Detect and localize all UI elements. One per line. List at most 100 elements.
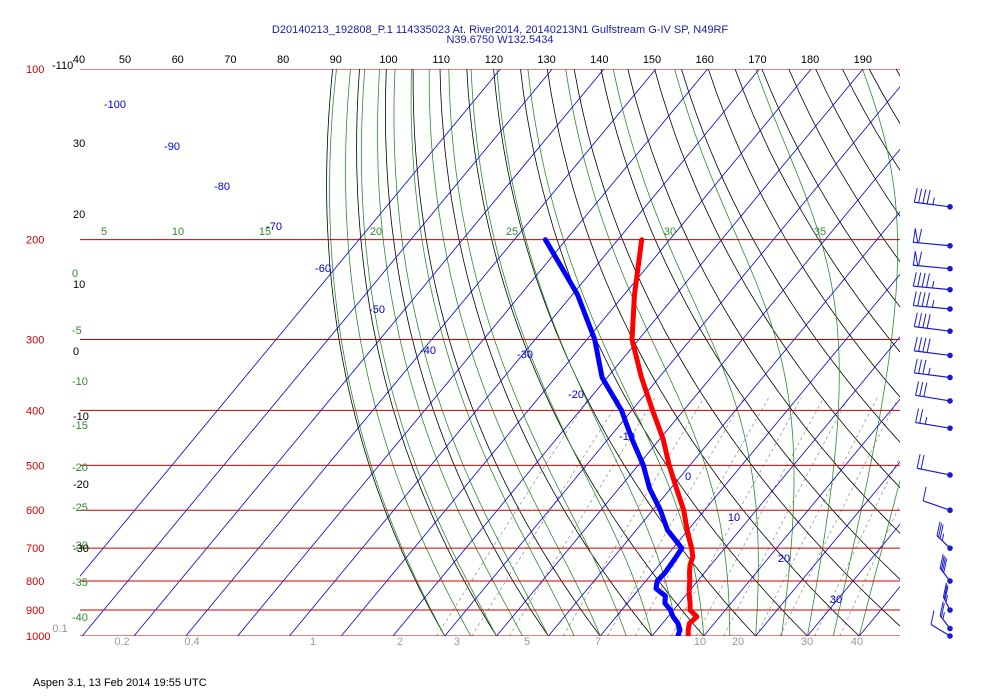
wind-barb-dot bbox=[947, 242, 953, 249]
mixing-ratio-label: 30 bbox=[801, 636, 813, 648]
isotherm-line bbox=[392, 69, 864, 636]
footer-info: Aspen 3.1, 13 Feb 2014 19:55 UTC bbox=[33, 677, 207, 689]
wind-barb-full bbox=[918, 188, 923, 203]
left-theta-label: -20 bbox=[73, 479, 89, 491]
wind-barb-full bbox=[915, 381, 920, 396]
dry-adiabat-line bbox=[326, 69, 446, 636]
wind-barb-full bbox=[926, 189, 931, 204]
isotherm-label: -90 bbox=[164, 141, 180, 153]
chart-subtitle: N39.6750 W132.5434 bbox=[446, 34, 554, 46]
moist-adiabat-line bbox=[565, 69, 731, 636]
dry-adiabat-line bbox=[842, 69, 900, 171]
wind-barb-full bbox=[922, 313, 927, 328]
moist-adiabat-line bbox=[674, 69, 795, 636]
dry-adiabat-line bbox=[895, 69, 900, 77]
wind-barb-staff bbox=[930, 623, 951, 637]
left-theta-e-label: -35 bbox=[72, 577, 88, 589]
wind-barb-full bbox=[913, 358, 918, 374]
top-axis-tick-label: 170 bbox=[748, 54, 766, 66]
wind-barb-full bbox=[921, 272, 926, 288]
top-axis-tick-label: 130 bbox=[537, 54, 555, 66]
moist-adiabat-line bbox=[755, 69, 840, 636]
left-theta-e-label: -25 bbox=[72, 502, 88, 514]
wind-barb-full bbox=[940, 603, 945, 618]
wind-barb-dot bbox=[947, 625, 953, 632]
dry-adiabat-line bbox=[546, 69, 860, 636]
wind-barb-full bbox=[922, 486, 927, 501]
pressure-tick-label: 800 bbox=[26, 576, 44, 588]
wind-barb-full bbox=[942, 557, 947, 572]
wind-barb-full bbox=[913, 336, 918, 351]
top-axis-tick-label: -110 bbox=[52, 60, 73, 72]
left-theta-e-label: -30 bbox=[72, 540, 88, 552]
mixing-ratio-line bbox=[814, 455, 900, 636]
wind-barb-full bbox=[918, 359, 923, 374]
mixing-ratio-line bbox=[509, 397, 656, 636]
wind-barb bbox=[930, 610, 953, 639]
isotherm-line bbox=[185, 69, 657, 636]
wind-barb bbox=[922, 486, 953, 514]
wind-barb bbox=[939, 554, 953, 584]
wind-barb-full bbox=[926, 273, 930, 288]
wind-barb-staff bbox=[913, 264, 951, 270]
wind-barb-staff bbox=[922, 500, 951, 511]
wind-barb-full bbox=[921, 292, 926, 307]
isotherm-line bbox=[133, 69, 605, 636]
wind-barb-half bbox=[942, 612, 945, 620]
moist-adiabat-label: 20 bbox=[370, 226, 382, 238]
isotherm-line bbox=[237, 69, 708, 636]
top-axis-tick-label: 50 bbox=[119, 54, 131, 66]
wind-barb-full bbox=[922, 189, 927, 204]
wind-barb-dot bbox=[947, 545, 953, 551]
wind-barb-half bbox=[924, 417, 928, 425]
isotherm-label: -100 bbox=[104, 99, 126, 111]
wind-barb-full bbox=[936, 521, 941, 536]
top-axis-tick-label: 110 bbox=[432, 54, 450, 66]
wind-barb-full bbox=[913, 188, 918, 203]
pressure-tick-label: 1000 bbox=[26, 631, 50, 643]
mixing-ratio-line bbox=[436, 397, 590, 636]
wind-barb bbox=[913, 312, 953, 334]
mixing-ratio-line bbox=[779, 397, 899, 636]
mixing-ratio-label: 10 bbox=[694, 636, 706, 648]
wind-barb bbox=[913, 188, 953, 210]
moist-adiabat-line bbox=[858, 479, 900, 636]
wind-barb-full bbox=[926, 292, 930, 307]
isotherm-label: -80 bbox=[214, 181, 230, 193]
isotherm-line bbox=[340, 69, 812, 636]
wind-barb-dot bbox=[947, 204, 953, 210]
wind-barb-dot bbox=[947, 374, 953, 381]
left-theta-e-label: -5 bbox=[72, 325, 82, 337]
wind-barb-full bbox=[916, 454, 921, 469]
dry-adiabat-line bbox=[734, 69, 900, 353]
wind-barb-staff bbox=[913, 285, 951, 291]
pressure-tick-label: 300 bbox=[26, 335, 44, 347]
top-axis-tick-label: 100 bbox=[379, 54, 397, 66]
wind-barb-full bbox=[913, 312, 918, 327]
wind-barb-dot bbox=[947, 352, 953, 359]
top-axis-tick-label: 80 bbox=[277, 54, 289, 66]
wind-barb-dot bbox=[947, 328, 953, 334]
isotherm-label: -60 bbox=[315, 263, 331, 275]
wind-barb-full bbox=[926, 338, 931, 353]
left-theta-e-label: 0 bbox=[72, 268, 78, 280]
pressure-tick-label: 400 bbox=[26, 405, 44, 417]
wind-barb-full bbox=[915, 408, 920, 423]
left-theta-label: 0 bbox=[73, 346, 79, 358]
isotherm-line bbox=[755, 461, 900, 636]
wind-barb-full bbox=[938, 523, 943, 538]
wind-barb bbox=[915, 381, 953, 404]
left-theta-e-label: -40 bbox=[72, 612, 88, 624]
wind-barb-full bbox=[944, 585, 949, 601]
wind-barb-staff bbox=[914, 350, 951, 357]
top-axis-tick-label: 140 bbox=[590, 54, 608, 66]
top-axis-tick-label: 40 bbox=[73, 54, 85, 66]
mixing-ratio-label: 0.1 bbox=[52, 623, 67, 635]
moist-adiabat-line bbox=[428, 69, 601, 636]
moist-adiabat-line bbox=[410, 69, 575, 636]
wind-barb bbox=[913, 336, 953, 359]
isotherm-line bbox=[963, 69, 1000, 636]
mixing-ratio-line bbox=[670, 397, 802, 636]
isotherm-label: -40 bbox=[420, 345, 436, 357]
